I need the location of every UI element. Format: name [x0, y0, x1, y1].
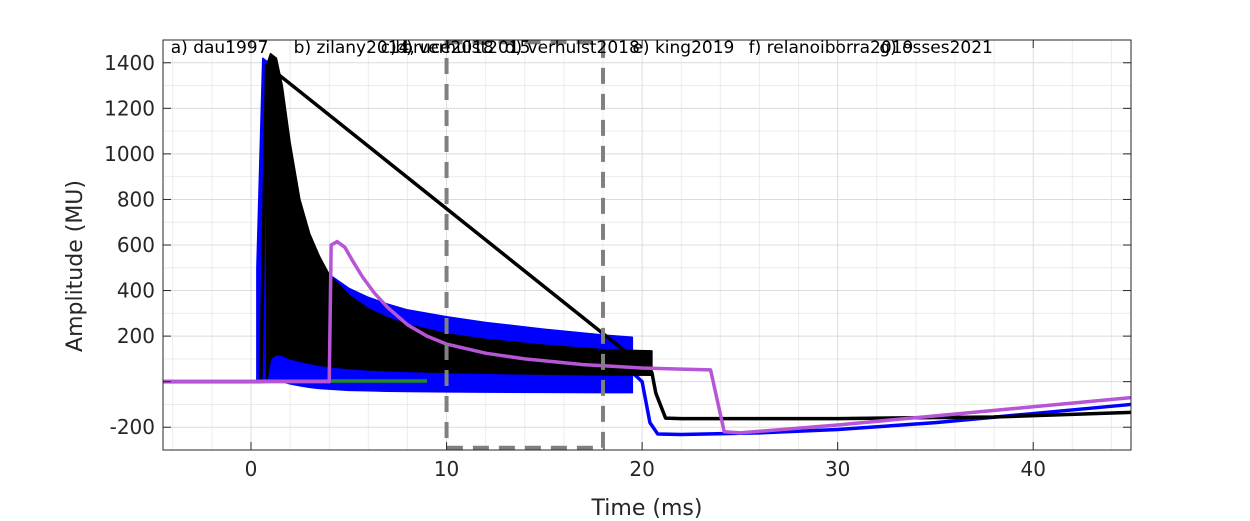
series-line-5	[163, 239, 1132, 435]
y-tick-label: 1000	[104, 142, 155, 166]
panel-label: a) dau1997	[171, 38, 269, 58]
panel-label: c) bruce2018	[381, 38, 494, 58]
x-tick-label: 30	[825, 457, 850, 481]
panel-label: f) relanoiborra2019	[749, 38, 914, 58]
y-tick-label: 1200	[104, 96, 155, 120]
y-tick-label: 1400	[104, 51, 155, 75]
y-tick-label: 200	[117, 324, 155, 348]
panel-label: b) zilany2014,	[294, 38, 415, 58]
x-axis-title: Time (ms)	[591, 496, 703, 521]
x-tick-label: 20	[629, 457, 654, 481]
y-tick-label: 600	[117, 233, 155, 257]
x-tick-label: 10	[434, 457, 459, 481]
y-tick-label: 800	[117, 187, 155, 211]
series-layer	[163, 52, 1132, 437]
panel-label: g) osses2021	[879, 38, 993, 58]
x-tick-label: 40	[1020, 457, 1045, 481]
y-tick-label: -200	[110, 415, 155, 439]
axes-layer: 0 10 20 30 40 -200 200 400 600 800 1000 1200 1400	[104, 39, 1132, 481]
panel-label: b) verhulst2015	[395, 38, 530, 58]
annotation-layer: a) dau1997 b) zilany2014,b) verhulst2015c…	[171, 38, 993, 450]
panel-label: d) verhulst2018	[505, 38, 640, 58]
stimulus-window-box	[444, 40, 605, 450]
y-tick-label: 400	[117, 279, 155, 303]
y-axis-title: Amplitude (MU)	[63, 180, 88, 352]
panel-label: e) king2019	[632, 38, 734, 58]
x-tick-label: 0	[245, 457, 258, 481]
